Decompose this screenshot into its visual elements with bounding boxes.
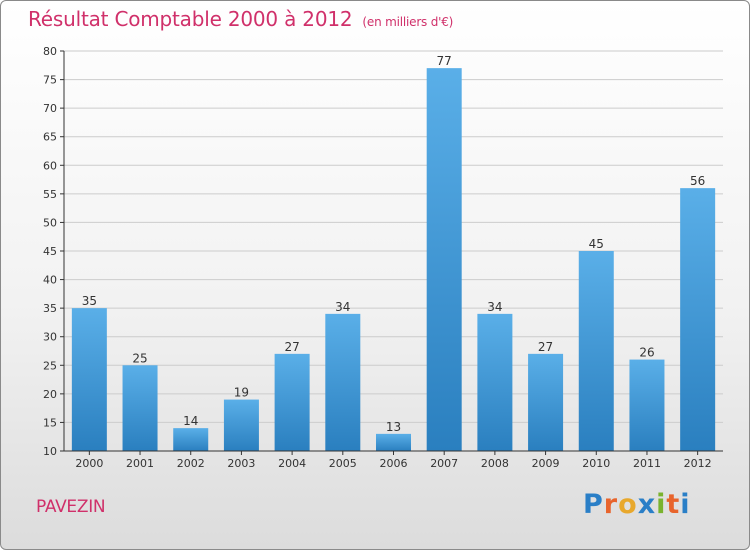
- x-tick-label: 2011: [633, 457, 661, 470]
- bar: [477, 313, 513, 451]
- y-tick-label: 35: [43, 302, 57, 315]
- x-tick-label: 2009: [532, 457, 560, 470]
- bar: [173, 428, 209, 451]
- y-tick-label: 75: [43, 74, 57, 87]
- logo-letter: i: [680, 489, 691, 520]
- data-label: 45: [589, 237, 604, 251]
- x-tick-label: 2007: [430, 457, 458, 470]
- y-tick-label: 30: [43, 331, 57, 344]
- bar: [274, 353, 310, 451]
- data-label: 25: [132, 351, 147, 365]
- logo-letter: r: [603, 489, 619, 520]
- grid-lines: [64, 50, 723, 423]
- x-tick-label: 2004: [278, 457, 306, 470]
- bar: [629, 359, 665, 451]
- y-tick-label: 20: [43, 388, 57, 401]
- x-tick-label: 2008: [481, 457, 509, 470]
- y-tick-label: 70: [43, 102, 57, 115]
- x-tick-label: 2000: [75, 457, 103, 470]
- chart-subtitle: (en milliers d'€): [362, 15, 454, 29]
- data-label: 77: [437, 54, 452, 68]
- data-label: 35: [82, 294, 97, 308]
- x-tick-label: 2006: [380, 457, 408, 470]
- logo-letter: P: [583, 489, 604, 520]
- data-label: 14: [183, 414, 198, 428]
- bar: [376, 433, 411, 451]
- x-tick-label: 2005: [329, 457, 357, 470]
- x-tick-label: 2002: [177, 457, 205, 470]
- bar: [680, 188, 716, 451]
- bar: [325, 313, 361, 451]
- proxiti-logo: Proxiti: [583, 489, 691, 520]
- y-tick-label: 10: [43, 445, 57, 458]
- bar: [223, 399, 259, 451]
- y-tick-label: 15: [43, 416, 57, 429]
- y-tick-label: 65: [43, 131, 57, 144]
- bar: [426, 68, 462, 452]
- chart-title: Résultat Comptable 2000 à 2012 (en millie…: [28, 7, 453, 31]
- data-label: 27: [538, 340, 553, 354]
- data-label: 27: [284, 340, 299, 354]
- logo-letter: t: [666, 489, 681, 520]
- y-tick-label: 80: [43, 45, 57, 58]
- bar: [528, 353, 564, 451]
- y-tick-label: 25: [43, 359, 57, 372]
- x-tick-label: 2012: [684, 457, 712, 470]
- axes: [60, 50, 723, 455]
- y-tick-label: 55: [43, 188, 57, 201]
- title-text: Résultat Comptable 2000 à 2012: [28, 7, 353, 31]
- y-tick-label: 60: [43, 159, 57, 172]
- bar: [122, 365, 158, 451]
- bars: [71, 68, 716, 452]
- data-label: 13: [386, 420, 401, 434]
- data-label: 56: [690, 174, 705, 188]
- bar: [71, 308, 107, 451]
- bar: [578, 251, 614, 451]
- labels: 10 15 20 25 30 35 40 45 50 55 60 65 70 75 80 35 2000 25 20…: [43, 45, 712, 470]
- commune-name: PAVEZIN: [36, 497, 106, 517]
- x-tick-label: 2003: [227, 457, 255, 470]
- data-label: 19: [234, 386, 249, 400]
- logo-letter: i: [656, 489, 667, 520]
- data-label: 34: [335, 300, 350, 314]
- data-label: 34: [487, 300, 502, 314]
- x-tick-label: 2010: [582, 457, 610, 470]
- logo-letter: o: [618, 489, 638, 520]
- data-label: 26: [639, 346, 654, 360]
- x-tick-label: 2001: [126, 457, 154, 470]
- y-tick-label: 40: [43, 274, 57, 287]
- y-tick-label: 50: [43, 216, 57, 229]
- logo-letter: x: [637, 489, 657, 520]
- y-tick-label: 45: [43, 245, 57, 258]
